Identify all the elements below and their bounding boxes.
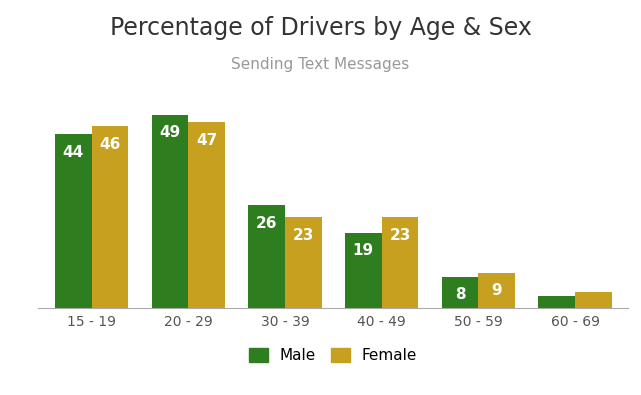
Text: 49: 49 bbox=[160, 125, 181, 140]
Bar bbox=[478, 273, 515, 308]
Text: 9: 9 bbox=[492, 283, 502, 298]
Text: 44: 44 bbox=[63, 145, 84, 160]
Bar bbox=[92, 126, 128, 308]
Text: Percentage of Drivers by Age & Sex: Percentage of Drivers by Age & Sex bbox=[110, 16, 531, 40]
Text: 46: 46 bbox=[99, 137, 121, 152]
Bar bbox=[345, 233, 381, 308]
Bar bbox=[575, 292, 612, 308]
Bar bbox=[381, 217, 419, 308]
Bar bbox=[55, 134, 92, 308]
Text: 47: 47 bbox=[196, 133, 217, 148]
Bar bbox=[442, 276, 478, 308]
Bar bbox=[285, 217, 322, 308]
Text: Sending Text Messages: Sending Text Messages bbox=[231, 57, 410, 72]
Text: 23: 23 bbox=[389, 228, 411, 243]
Text: 26: 26 bbox=[256, 216, 278, 231]
Text: 19: 19 bbox=[353, 243, 374, 258]
Bar bbox=[248, 205, 285, 308]
Legend: Male, Female: Male, Female bbox=[243, 342, 424, 369]
Bar bbox=[188, 122, 225, 308]
Text: 8: 8 bbox=[454, 287, 465, 302]
Bar bbox=[151, 115, 188, 308]
Bar bbox=[538, 296, 575, 308]
Text: 23: 23 bbox=[293, 228, 314, 243]
